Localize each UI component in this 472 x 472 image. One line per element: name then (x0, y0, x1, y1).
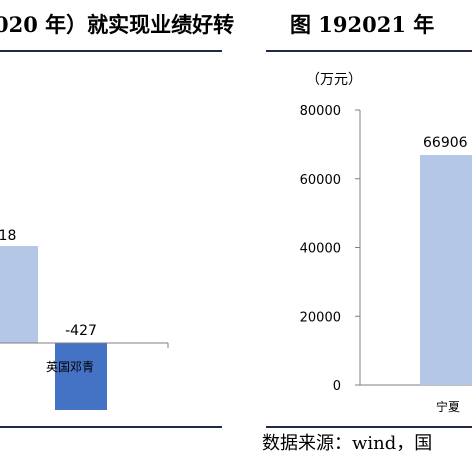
category-label-1: 英国邓青 (46, 360, 94, 374)
left-bottom-rule (0, 426, 222, 428)
bar-value-label-0: 618 (0, 228, 16, 244)
left-chart-title: 020 年）就实现业绩好转 (0, 12, 235, 37)
bar-0 (0, 246, 38, 343)
y-tick-label-0: 0 (333, 379, 341, 394)
bar-value-label-1: -427 (65, 323, 97, 339)
y-tick-label-4: 80000 (300, 104, 341, 119)
y-tick-label-3: 60000 (300, 173, 341, 188)
source-note: 数据来源：wind，国 (262, 433, 433, 454)
right-title-rule (266, 50, 472, 52)
y-axis-unit-label: （万元） (306, 72, 362, 88)
bar-1 (55, 343, 107, 410)
category-label-0: 宁夏 (436, 399, 460, 414)
y-tick-label-1: 20000 (300, 310, 341, 325)
right-bottom-rule (266, 426, 472, 428)
right-chart-title: 图 192021 年 (290, 12, 435, 37)
left-title-rule (0, 50, 222, 52)
y-tick-label-2: 40000 (300, 242, 341, 257)
bar-value-label-0: 66906 (423, 135, 468, 151)
bar-0 (420, 155, 472, 385)
